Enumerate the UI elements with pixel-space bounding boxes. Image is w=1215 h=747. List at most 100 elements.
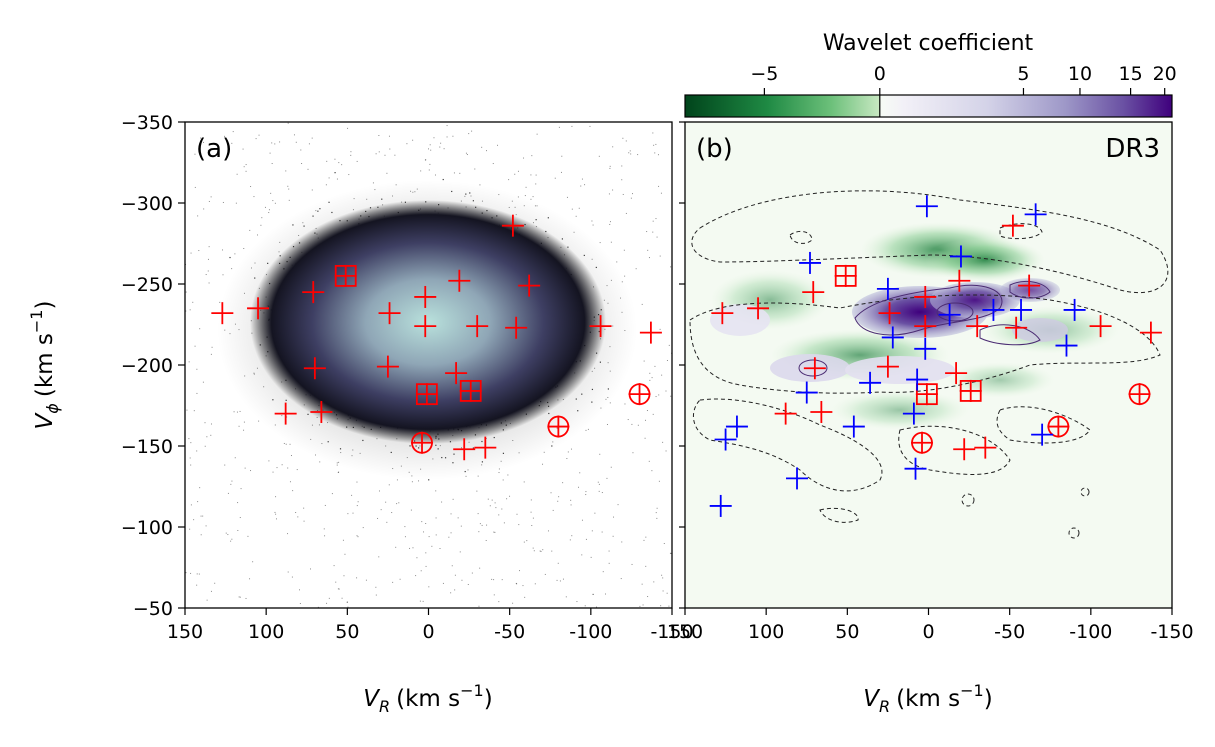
scatter-dot	[291, 576, 293, 578]
scatter-dot	[203, 141, 205, 143]
scatter-dot	[493, 594, 495, 596]
scatter-dot	[598, 483, 600, 485]
plus-marker	[414, 285, 437, 308]
scatter-dot	[644, 437, 646, 439]
scatter-dot	[532, 196, 534, 198]
plus-marker	[518, 274, 541, 297]
scatter-dot	[250, 470, 252, 472]
scatter-dot	[343, 575, 345, 577]
scatter-dot	[378, 135, 380, 137]
scatter-dot	[662, 590, 664, 592]
scatter-dot	[429, 144, 431, 146]
scatter-dot	[562, 482, 564, 484]
scatter-dot	[283, 442, 285, 444]
scatter-dot	[612, 189, 614, 191]
plus-marker	[914, 285, 937, 308]
scatter-dot	[356, 535, 358, 537]
scatter-dot	[646, 410, 648, 412]
scatter-dot	[196, 584, 198, 586]
scatter-dot	[631, 563, 633, 565]
y-tick-label: −100	[121, 517, 173, 539]
scatter-dot	[478, 531, 480, 533]
scatter-dot	[598, 155, 600, 157]
scatter-dot	[222, 274, 224, 276]
scatter-dot	[452, 135, 454, 137]
scatter-dot	[208, 152, 210, 154]
scatter-dot	[648, 257, 650, 259]
scatter-dot	[189, 528, 191, 530]
scatter-dot	[591, 220, 593, 222]
plus-marker	[445, 362, 468, 385]
plus-marker	[878, 302, 901, 325]
scatter-dot	[337, 588, 339, 590]
x-tick-label: 150	[167, 621, 203, 643]
scatter-dot	[670, 552, 672, 554]
scatter-dot	[556, 579, 558, 581]
scatter-dot	[508, 179, 510, 181]
scatter-dot	[665, 450, 667, 452]
scatter-dot	[194, 345, 196, 347]
scatter-dot	[566, 196, 568, 198]
panel-b-wavelet-map	[710, 222, 1120, 430]
plus-marker	[810, 400, 833, 423]
scatter-dot	[609, 223, 611, 225]
scatter-dot	[608, 562, 610, 564]
scatter-dot	[404, 526, 406, 528]
scatter-dot	[289, 443, 291, 445]
scatter-dot	[479, 567, 481, 569]
scatter-dot	[193, 519, 195, 521]
scatter-dot	[385, 501, 387, 503]
panel-b: (b) DR3 150 100 50 0 -50 -100 -150	[667, 121, 1194, 643]
scatter-dot	[479, 523, 481, 525]
scatter-dot	[224, 135, 226, 137]
plus-marker	[274, 402, 297, 425]
scatter-dot	[523, 157, 525, 159]
scatter-dot	[442, 178, 444, 181]
scatter-dot	[240, 488, 242, 490]
scatter-dot	[200, 534, 202, 536]
scatter-dot	[210, 196, 212, 198]
scatter-dot	[356, 505, 358, 507]
scatter-dot	[272, 471, 274, 473]
scatter-dot	[601, 492, 603, 494]
scatter-dot	[612, 535, 614, 537]
scatter-dot	[425, 552, 427, 554]
scatter-dot	[219, 301, 221, 303]
scatter-dot	[668, 344, 670, 346]
scatter-dot	[296, 469, 298, 471]
scatter-dot	[531, 155, 533, 157]
circle-plus-marker	[628, 383, 651, 406]
scatter-dot	[486, 150, 488, 152]
scatter-dot	[565, 596, 567, 598]
scatter-dot	[530, 198, 532, 200]
scatter-dot	[198, 573, 200, 575]
scatter-dot	[346, 601, 348, 603]
scatter-dot	[243, 421, 245, 423]
plus-marker	[310, 400, 333, 423]
plus-marker	[982, 298, 1005, 321]
scatter-dot	[571, 125, 573, 127]
scatter-dot	[659, 255, 661, 257]
scatter-dot	[419, 600, 421, 602]
scatter-dot	[435, 517, 437, 519]
scatter-dot	[232, 131, 234, 133]
x-axis-label-a-units: (km s	[396, 686, 460, 712]
scatter-dot	[238, 425, 240, 427]
plus-marker	[795, 381, 818, 404]
scatter-dot	[501, 508, 503, 510]
colorbar-tick-label: 0	[874, 63, 886, 85]
scatter-dot	[425, 523, 427, 525]
scatter-dot	[544, 573, 546, 575]
scatter-dot	[429, 163, 431, 165]
scatter-dot	[645, 565, 647, 567]
scatter-dot	[230, 540, 232, 542]
scatter-dot	[245, 597, 247, 599]
scatter-dot	[326, 602, 328, 604]
scatter-dot	[289, 481, 291, 483]
scatter-dot	[581, 178, 583, 180]
scatter-dot	[497, 144, 499, 146]
plus-marker	[859, 371, 882, 394]
scatter-dot	[530, 499, 532, 501]
x-tick-label: 50	[335, 621, 359, 643]
scatter-dot	[396, 503, 398, 505]
